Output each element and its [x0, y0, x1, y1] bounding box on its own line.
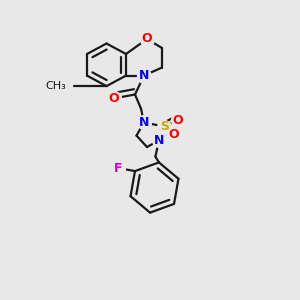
- Text: O: O: [172, 113, 183, 127]
- Text: O: O: [142, 32, 152, 46]
- Text: CH₃: CH₃: [45, 81, 66, 91]
- Text: O: O: [109, 92, 119, 105]
- Text: N: N: [139, 69, 149, 82]
- Text: O: O: [169, 128, 179, 142]
- Text: F: F: [114, 162, 123, 175]
- Text: S: S: [160, 120, 169, 133]
- Text: N: N: [154, 134, 164, 147]
- Text: N: N: [139, 116, 149, 129]
